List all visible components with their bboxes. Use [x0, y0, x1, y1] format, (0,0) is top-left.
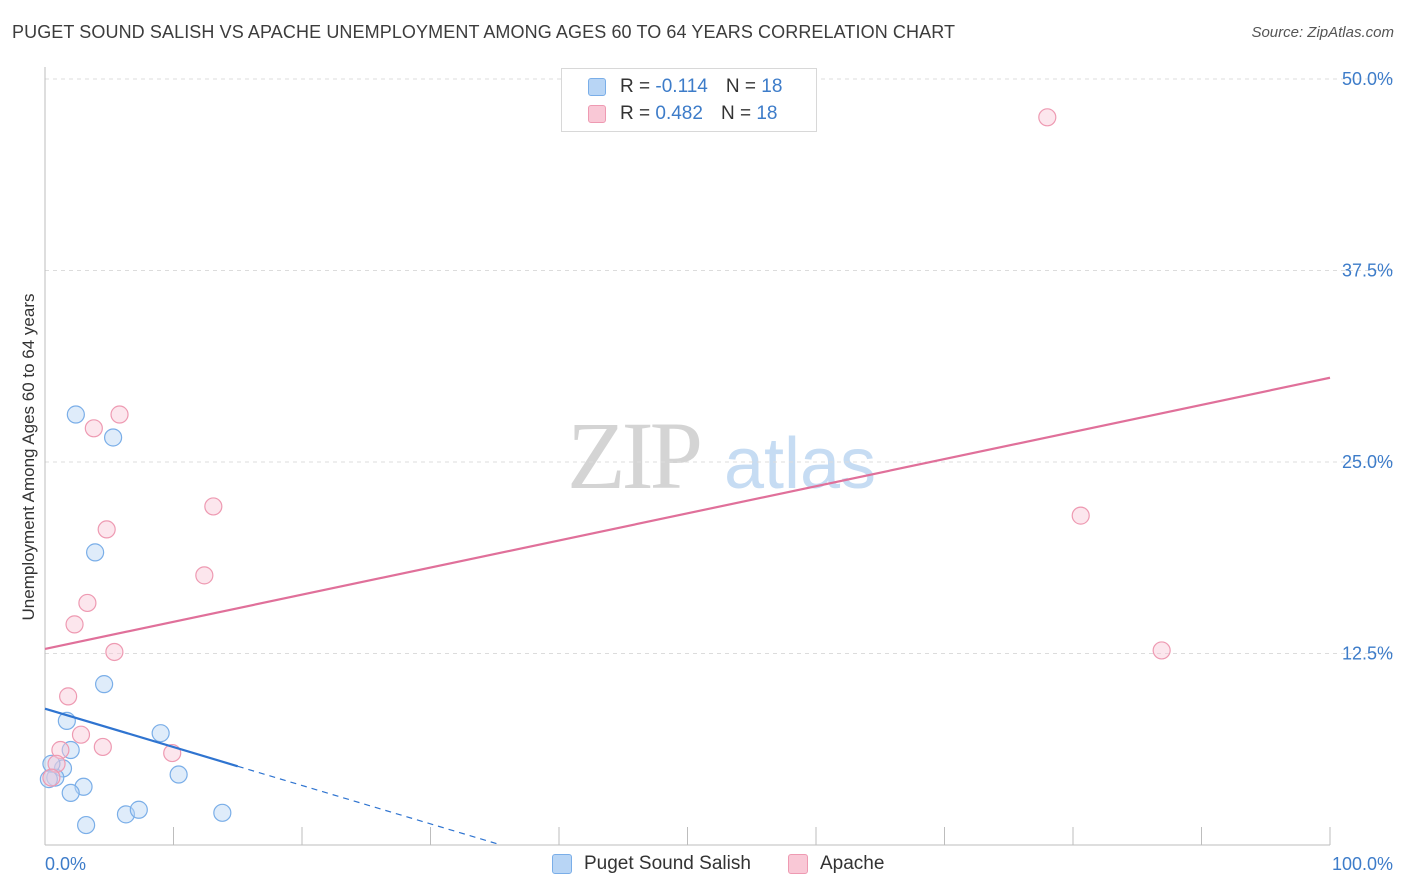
legend-n-value: 18 [761, 76, 783, 97]
puget-sound-salish-point [86, 543, 105, 562]
puget-sound-salish-point [66, 405, 85, 424]
legend-swatch-pink [588, 105, 606, 123]
puget-sound-salish-point [46, 768, 65, 787]
legend-r-label: R = [620, 76, 651, 97]
apache-point [97, 520, 116, 539]
bottom-legend-puget-sound-salish: Puget Sound Salish [552, 852, 751, 876]
y-tick-label: 25.0% [1342, 452, 1393, 472]
apache-point [65, 615, 84, 634]
y-tick-label: 37.5% [1342, 261, 1393, 281]
puget-sound-salish-point [104, 428, 123, 447]
legend-r-value: -0.114 [655, 76, 708, 97]
apache-point [78, 593, 97, 613]
puget-sound-salish-point [151, 724, 170, 743]
puget-sound-salish-point [42, 754, 61, 773]
x-tick-label: 0.0% [45, 854, 86, 874]
puget-sound-salish-point [213, 803, 232, 822]
legend-n-value: 18 [756, 103, 778, 124]
apache-point [71, 725, 91, 744]
legend-r-label: R = [620, 103, 651, 124]
watermark-zip: ZIP [567, 402, 700, 509]
bottom-legend-label: Puget Sound Salish [584, 853, 751, 874]
puget-sound-salish-point [77, 815, 96, 835]
apache-point [59, 687, 78, 706]
apache-point [204, 497, 223, 516]
puget-sound-salish-trend-extension [237, 765, 502, 846]
y-tick-label: 50.0% [1342, 69, 1393, 89]
source-label: Source: ZipAtlas.com [1251, 24, 1394, 41]
puget-sound-salish-point [61, 740, 80, 760]
y-axis-label: Unemployment Among Ages 60 to 64 years [19, 294, 38, 621]
apache-point [105, 642, 124, 662]
apache-point [110, 405, 129, 424]
apache-point [1152, 641, 1171, 660]
puget-sound-salish-point [61, 783, 80, 803]
puget-sound-salish-point [169, 765, 188, 784]
apache-point [51, 740, 70, 760]
watermark-atlas: atlas [724, 424, 876, 504]
legend-n-label: N = [725, 76, 756, 97]
x-tick-label: 100.0% [1332, 854, 1393, 874]
apache-point [84, 419, 103, 438]
legend-r-value: 0.482 [655, 103, 703, 124]
apache-point [1038, 108, 1057, 127]
legend-swatch-blue [588, 78, 606, 96]
puget-sound-salish-trend-line [44, 707, 239, 768]
legend-row-puget-sound-salish: R = -0.114 N = 18 [588, 74, 782, 100]
legend-n-label: N = [720, 103, 752, 124]
bottom-legend-apache: Apache [788, 852, 884, 876]
apache-trend-line [44, 376, 1331, 650]
apache-point [1071, 506, 1090, 525]
puget-sound-salish-point [95, 675, 114, 694]
bottom-legend-swatch-blue [552, 854, 572, 874]
chart-title: PUGET SOUND SALISH VS APACHE UNEMPLOYMEN… [12, 22, 956, 42]
apache-point [42, 768, 61, 787]
puget-sound-salish-point [129, 800, 148, 819]
apache-point [195, 566, 214, 585]
correlation-legend: R = -0.114 N = 18 R = 0.482 N = 18 [561, 68, 817, 132]
bottom-legend-swatch-pink [788, 854, 808, 874]
apache-point [93, 737, 112, 757]
bottom-legend-label: Apache [820, 853, 885, 874]
y-tick-label: 12.5% [1342, 644, 1393, 664]
apache-point [47, 754, 66, 773]
legend-row-apache: R = 0.482 N = 18 [588, 101, 777, 127]
